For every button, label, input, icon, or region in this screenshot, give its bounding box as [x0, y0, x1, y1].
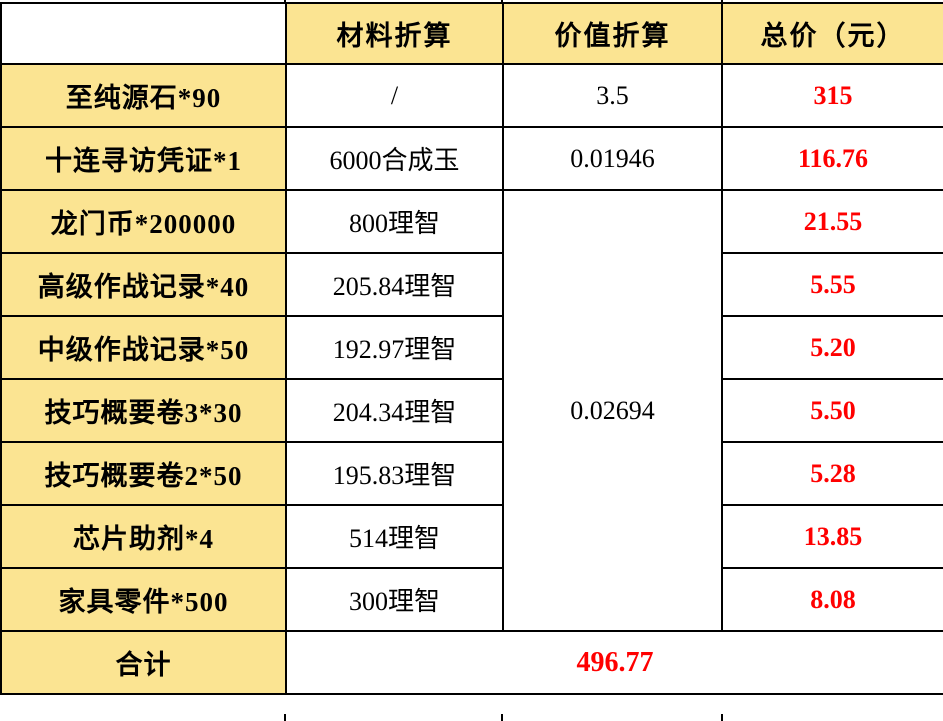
table-row: 十连寻访凭证*1 6000合成玉 0.01946 116.76	[0, 126, 943, 191]
price-cell: 8.08	[721, 567, 943, 632]
corner-cell	[0, 2, 287, 65]
total-row: 合计 496.77	[0, 630, 943, 695]
total-label-cell: 合计	[0, 630, 287, 695]
table-row: 中级作战记录*50 192.97理智 5.20	[0, 315, 943, 380]
material-cell: 195.83理智	[285, 441, 504, 506]
value-cell: 3.5	[502, 63, 723, 128]
item-name-cell: 十连寻访凭证*1	[0, 126, 287, 191]
price-cell: 315	[721, 63, 943, 128]
material-cell: /	[285, 63, 504, 128]
clipped-border-stub	[501, 714, 503, 721]
material-cell: 300理智	[285, 567, 504, 632]
item-name-cell: 至纯源石*90	[0, 63, 287, 128]
table-row: 家具零件*500 300理智 8.08	[0, 567, 943, 632]
item-name-cell: 中级作战记录*50	[0, 315, 287, 380]
clipped-border-stub	[721, 714, 723, 721]
material-cell: 514理智	[285, 504, 504, 569]
item-name-cell: 芯片助剂*4	[0, 504, 287, 569]
price-cell: 5.28	[721, 441, 943, 506]
total-value-cell: 496.77	[285, 630, 943, 695]
header-row: 材料折算 价值折算 总价（元）	[0, 2, 943, 65]
material-cell: 800理智	[285, 189, 504, 254]
material-cell: 204.34理智	[285, 378, 504, 443]
clipped-border-stub	[501, 0, 503, 3]
col-header-value: 价值折算	[502, 2, 723, 65]
price-cell: 21.55	[721, 189, 943, 254]
item-name-cell: 高级作战记录*40	[0, 252, 287, 317]
table-row: 芯片助剂*4 514理智 13.85	[0, 504, 943, 569]
item-name-cell: 技巧概要卷3*30	[0, 378, 287, 443]
material-cell: 6000合成玉	[285, 126, 504, 191]
col-header-total: 总价（元）	[721, 2, 943, 65]
price-table: 材料折算 价值折算 总价（元） 至纯源石*90 / 3.5 315 十连寻访凭证…	[0, 2, 943, 695]
material-cell: 205.84理智	[285, 252, 504, 317]
clipped-border-stub	[284, 714, 286, 721]
material-cell: 192.97理智	[285, 315, 504, 380]
price-cell: 5.50	[721, 378, 943, 443]
table-row: 技巧概要卷3*30 204.34理智 5.50	[0, 378, 943, 443]
col-header-material: 材料折算	[285, 2, 504, 65]
table-row: 技巧概要卷2*50 195.83理智 5.28	[0, 441, 943, 506]
table-row: 龙门币*200000 800理智 0.02694 21.55	[0, 189, 943, 632]
price-cell: 5.20	[721, 315, 943, 380]
merged-value-cell: 0.02694	[502, 189, 723, 632]
clipped-border-stub	[284, 0, 286, 3]
item-name-cell: 技巧概要卷2*50	[0, 441, 287, 506]
value-cell: 0.01946	[502, 126, 723, 191]
table-row: 高级作战记录*40 205.84理智 5.55	[0, 252, 943, 317]
price-cell: 13.85	[721, 504, 943, 569]
price-cell: 116.76	[721, 126, 943, 191]
item-name-cell: 龙门币*200000	[0, 189, 287, 254]
table-row: 至纯源石*90 / 3.5 315	[0, 63, 943, 128]
price-cell: 5.55	[721, 252, 943, 317]
item-name-cell: 家具零件*500	[0, 567, 287, 632]
clipped-border-stub	[721, 0, 723, 3]
